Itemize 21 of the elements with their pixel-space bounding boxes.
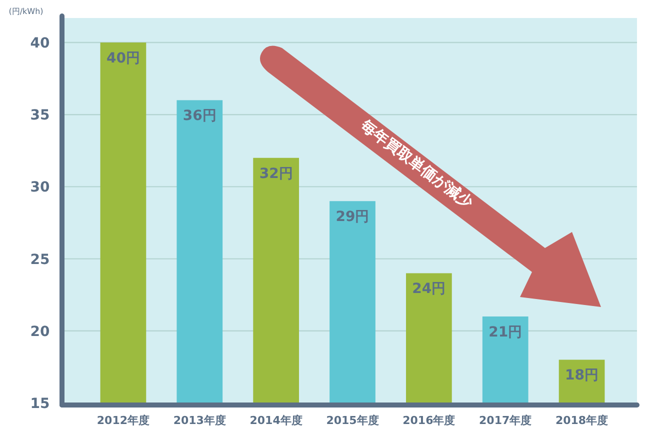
y-tick-label: 25 xyxy=(30,252,50,268)
y-axis-title: (円/kWh) xyxy=(8,7,44,16)
data-label: 18円 xyxy=(565,368,599,384)
y-tick-label: 40 xyxy=(30,36,50,52)
x-tick-label: 2015年度 xyxy=(326,414,379,427)
data-label: 40円 xyxy=(106,50,140,67)
y-tick-label: 20 xyxy=(30,324,50,340)
y-tick-label: 30 xyxy=(30,180,50,196)
data-label: 32円 xyxy=(259,166,293,182)
data-label: 21円 xyxy=(488,324,522,340)
data-label: 36円 xyxy=(182,108,216,124)
y-tick-label: 15 xyxy=(30,396,50,412)
x-tick-label: 2012年度 xyxy=(96,414,150,427)
x-tick-label: 2016年度 xyxy=(402,414,456,427)
x-tick-label: 2018年度 xyxy=(555,414,608,427)
x-tick-label: 2013年度 xyxy=(173,414,226,427)
data-label: 24円 xyxy=(412,281,446,298)
x-tick-label: 2017年度 xyxy=(479,414,532,427)
x-tick-label: 2014年度 xyxy=(250,414,302,427)
data-label: 29円 xyxy=(336,209,370,226)
y-tick-label: 35 xyxy=(30,108,50,124)
